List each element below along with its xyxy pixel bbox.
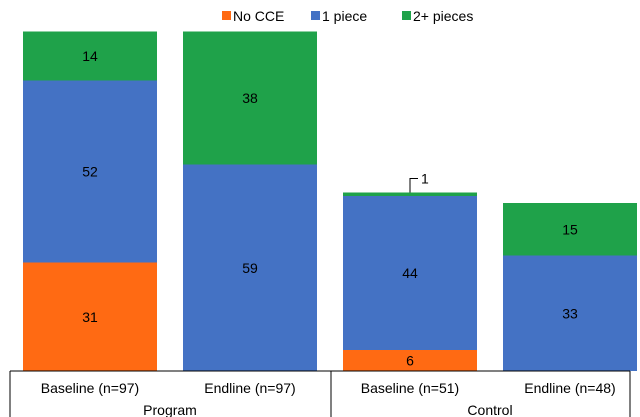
legend-label-1: 1 piece: [322, 8, 367, 24]
bar-segment-0-1: [23, 80, 157, 263]
data-label-3-1: 33: [562, 305, 578, 321]
callout-label-0: 1: [421, 171, 429, 187]
legend-swatch-2: [402, 11, 411, 20]
category-label-0: Baseline (n=97): [41, 380, 139, 396]
bar-segment-3-1: [503, 255, 637, 371]
group-label-0: Program: [143, 402, 197, 417]
data-label-3-2: 15: [562, 221, 578, 237]
legend-swatch-1: [311, 11, 320, 20]
group-label-1: Control: [467, 402, 512, 417]
bar-segment-2-2: [343, 192, 477, 196]
bars: [23, 31, 637, 371]
bar-segment-1-2: [183, 31, 317, 165]
bar-segment-0-2: [23, 31, 157, 81]
data-label-0-2: 14: [82, 48, 98, 64]
segment-labels: 31 52 14 59 38 6 44 33 15 1: [82, 48, 578, 369]
callout-leader-0: [409, 178, 418, 193]
legend: No CCE 1 piece 2+ pieces: [222, 8, 473, 24]
bar-segment-2-1: [343, 196, 477, 350]
category-axis: Baseline (n=97) Endline (n=97) Baseline (n…: [9, 370, 631, 417]
legend-label-2: 2+ pieces: [413, 8, 473, 24]
category-label-3: Endline (n=48): [524, 380, 615, 396]
data-label-0-1: 52: [82, 164, 98, 180]
data-label-1-1: 59: [242, 260, 258, 276]
data-label-1-2: 38: [242, 90, 258, 106]
legend-swatch-0: [222, 11, 231, 20]
bar-segment-0-0: [23, 262, 157, 371]
legend-label-0: No CCE: [233, 8, 284, 24]
bar-segment-1-1: [183, 164, 317, 371]
data-label-0-0: 31: [82, 309, 98, 325]
bar-segment-2-0: [343, 350, 477, 371]
data-label-2-1: 44: [402, 265, 418, 281]
data-label-2-0: 6: [406, 353, 414, 369]
bar-segment-3-2: [503, 203, 637, 256]
category-label-2: Baseline (n=51): [361, 380, 459, 396]
category-label-1: Endline (n=97): [204, 380, 295, 396]
